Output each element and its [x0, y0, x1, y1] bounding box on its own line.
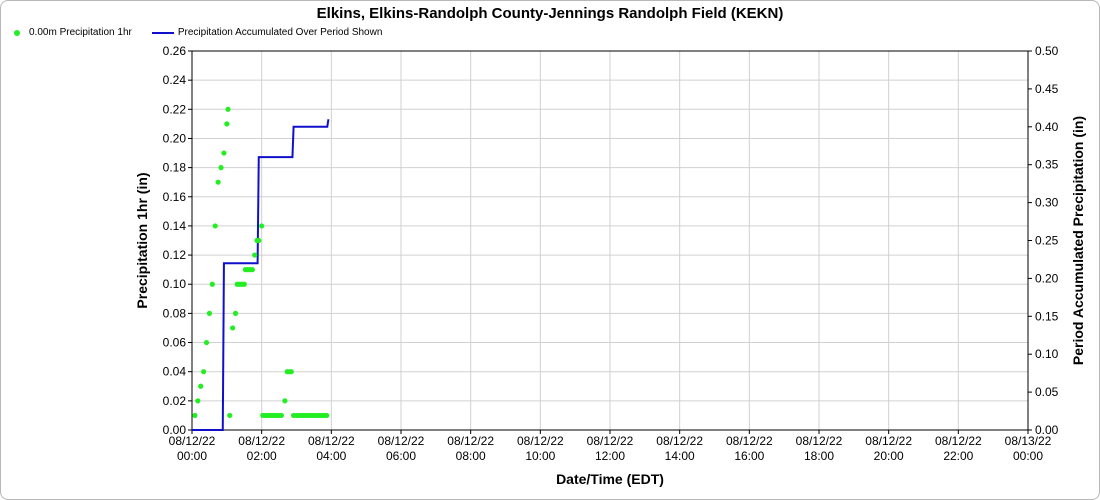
y2-tick-label: 0.25: [1035, 234, 1059, 248]
x-tick-time: 16:00: [734, 449, 764, 463]
y-tick-label: 0.08: [163, 306, 187, 320]
y-tick-label: 0.24: [163, 73, 187, 87]
x-tick-date: 08/12/22: [865, 434, 912, 448]
y2-tick-label: 0.10: [1035, 347, 1059, 361]
x-tick-date: 08/12/22: [169, 434, 216, 448]
precip-1hr-point: [221, 150, 227, 156]
x-tick-date: 08/12/22: [587, 434, 634, 448]
y-tick-label: 0.22: [163, 102, 187, 116]
y-tick-label: 0.12: [163, 248, 187, 262]
precip-1hr-point: [224, 121, 230, 127]
precip-1hr-point: [249, 267, 255, 273]
x-tick-date: 08/12/22: [308, 434, 355, 448]
y2-tick-label: 0.50: [1035, 44, 1059, 58]
y2-tick-label: 0.20: [1035, 271, 1059, 285]
legend-line-label: Precipitation Accumulated Over Period Sh…: [177, 27, 383, 38]
y2-axis-title: Period Accumulated Precipitation (in): [1070, 116, 1086, 365]
y-tick-label: 0.04: [163, 365, 187, 379]
x-tick-time: 06:00: [386, 449, 416, 463]
precip-1hr-point: [209, 281, 215, 287]
x-tick-date: 08/13/22: [1005, 434, 1052, 448]
x-tick-date: 08/12/22: [378, 434, 425, 448]
precip-1hr-point: [288, 369, 294, 375]
y-tick-label: 0.10: [163, 277, 187, 291]
precip-1hr-point: [195, 398, 201, 404]
precip-1hr-point: [278, 412, 285, 419]
precip-1hr-point: [241, 281, 247, 287]
precip-1hr-point: [232, 310, 239, 316]
precip-1hr-point: [215, 179, 221, 185]
legend-line-marker: [151, 31, 174, 34]
precip-1hr-point: [201, 369, 207, 375]
accumulated-precip-line: [192, 119, 330, 431]
x-tick-time: 10:00: [525, 449, 555, 463]
y2-tick-label: 0.00: [1035, 423, 1059, 437]
x-tick-date: 08/12/22: [935, 434, 982, 448]
x-tick-date: 08/12/22: [656, 434, 703, 448]
y2-tick-label: 0.45: [1035, 82, 1059, 96]
x-tick-time: 08:00: [456, 449, 486, 463]
x-tick-time: 12:00: [595, 449, 625, 463]
x-tick-time: 02:00: [247, 449, 277, 463]
precip-1hr-point: [198, 383, 204, 389]
precip-1hr-point: [227, 412, 233, 419]
precip-points-layer: [192, 106, 330, 419]
precip-1hr-point: [259, 223, 265, 229]
x-tick-time: 04:00: [316, 449, 346, 463]
legend-item-points[interactable]: 0.00m Precipitation 1hr: [10, 27, 132, 38]
y-tick-label: 0.26: [163, 44, 187, 58]
y2-tick-label: 0.15: [1035, 309, 1059, 323]
precip-1hr-point: [282, 398, 288, 404]
precip-1hr-point: [256, 237, 262, 244]
precip-1hr-point: [212, 223, 218, 229]
precip-1hr-point: [230, 325, 236, 331]
y-tick-label: 0.16: [163, 190, 187, 204]
y-axis-title: Precipitation 1hr (in): [134, 172, 150, 308]
precip-1hr-point: [203, 339, 210, 346]
precip-1hr-point: [192, 412, 198, 419]
y-tick-label: 0.20: [163, 131, 187, 145]
accumulated-line-layer: [192, 119, 330, 431]
y-tick-label: 0.06: [163, 336, 187, 350]
x-tick-date: 08/12/22: [517, 434, 564, 448]
tick-label-layer: 0.00 0.02 0.04 0.06 0.08 0.10 0.12 0.14 0.16 0.18…: [134, 44, 1086, 487]
x-tick-date: 08/12/22: [796, 434, 843, 448]
plot-border: [191, 50, 1029, 431]
y-tick-label: 0.14: [163, 219, 187, 233]
y2-tick-label: 0.40: [1035, 120, 1059, 134]
precip-1hr-point: [225, 106, 231, 112]
y-tick-label: 0.00: [163, 423, 187, 437]
grid-layer: [191, 50, 1029, 431]
x-tick-date: 08/12/22: [726, 434, 773, 448]
x-tick-time: 14:00: [665, 449, 695, 463]
x-tick-time: 18:00: [804, 449, 834, 463]
axes-layer: [188, 50, 1032, 434]
x-tick-time: 20:00: [874, 449, 904, 463]
precip-1hr-point: [206, 310, 213, 316]
x-tick-time: 22:00: [943, 449, 973, 463]
y2-tick-label: 0.05: [1035, 385, 1059, 399]
x-tick-date: 08/12/22: [447, 434, 494, 448]
chart-title: Elkins, Elkins-Randolph County-Jennings …: [316, 5, 784, 22]
precip-1hr-point: [324, 412, 330, 419]
y2-tick-label: 0.30: [1035, 196, 1059, 210]
y2-tick-label: 0.35: [1035, 158, 1059, 172]
chart-legend: 0.00m Precipitation 1hr Precipitation Ac…: [10, 27, 402, 38]
legend-item-line[interactable]: Precipitation Accumulated Over Period Sh…: [151, 27, 383, 38]
x-tick-date: 08/12/22: [238, 434, 285, 448]
precip-1hr-point: [218, 165, 224, 171]
y-tick-label: 0.02: [163, 394, 187, 408]
x-tick-time: 00:00: [1013, 449, 1043, 463]
x-tick-time: 00:00: [177, 449, 207, 463]
legend-points-label: 0.00m Precipitation 1hr: [29, 27, 132, 38]
x-axis-title: Date/Time (EDT): [556, 471, 664, 487]
precip-1hr-point: [252, 252, 258, 258]
legend-points-marker: [14, 29, 20, 36]
y-tick-label: 0.18: [163, 161, 187, 175]
